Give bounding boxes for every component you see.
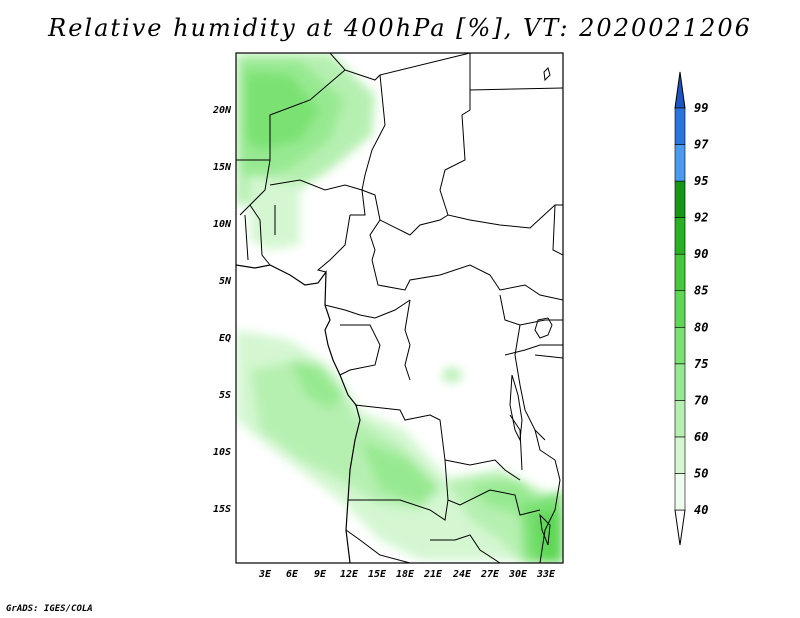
lat-tick-label: 5N	[219, 276, 232, 287]
colorbar-level-label: 97	[694, 138, 709, 152]
humidity-field	[236, 53, 563, 563]
lat-tick-label: 10S	[213, 447, 231, 458]
lat-tick-label: 15N	[213, 162, 232, 173]
colorbar-level-label: 92	[694, 211, 708, 225]
humidity-shading	[236, 53, 563, 563]
lakes	[509, 67, 553, 546]
lon-tick-label: 6E	[286, 569, 299, 580]
colorbar-segment	[674, 436, 686, 474]
colorbar-segment	[674, 290, 686, 328]
colorbar-level-label: 50	[694, 466, 708, 480]
colorbar-level-label: 95	[694, 174, 708, 188]
credit-text: GrADS: IGES/COLA	[6, 604, 93, 614]
colorbar-segment	[674, 363, 686, 401]
colorbar-level-label: 80	[694, 320, 708, 334]
lon-tick-label: 12E	[340, 569, 359, 580]
colorbar-segment	[674, 326, 686, 365]
colorbar-segment	[674, 473, 686, 511]
colorbar-level-label: 75	[694, 357, 708, 371]
colorbar-segment	[674, 400, 686, 438]
colorbar-segment	[674, 180, 686, 218]
chart-title: Relative humidity at 400hPa [%], VT: 202…	[48, 14, 752, 42]
colorbar-level-label: 60	[694, 430, 708, 444]
lat-tick-label: 20N	[212, 105, 232, 116]
colorbar-segments	[674, 107, 686, 511]
lon-tick-label: 21E	[423, 569, 443, 580]
colorbar-segment	[674, 217, 686, 255]
lat-tick-label: 10N	[213, 219, 232, 230]
colorbar-level-label: 40	[694, 503, 708, 517]
lon-tick-label: 27E	[480, 569, 500, 580]
country-borders	[236, 53, 563, 563]
lon-tick-label: 9E	[314, 569, 327, 580]
colorbar-labels: 40 50 60 70 75 80 85 90 92 95 97 99	[694, 101, 709, 517]
colorbar-level-label: 90	[694, 247, 708, 261]
lon-tick-label: 15E	[368, 569, 387, 580]
colorbar-level-label: 99	[694, 101, 708, 115]
lon-tick-label: 3E	[258, 569, 272, 580]
colorbar: 40 50 60 70 75 80 85 90 92 95 97 99	[674, 71, 709, 546]
lon-tick-label: 33E	[536, 569, 556, 580]
lat-tick-label: EQ	[219, 333, 231, 344]
latitude-tick-labels: 20N 15N 10N 5N EQ 5S 10S 15S	[212, 105, 232, 515]
colorbar-segment	[674, 107, 686, 145]
lat-tick-label: 5S	[219, 390, 231, 401]
lon-tick-label: 24E	[452, 569, 472, 580]
colorbar-top-arrow	[674, 71, 686, 109]
longitude-tick-labels: 3E 6E 9E 12E 15E 18E 21E 24E 27E 30E 33E	[258, 569, 556, 580]
map-frame	[235, 52, 564, 564]
colorbar-segment	[674, 253, 686, 292]
lon-tick-label: 30E	[508, 569, 528, 580]
colorbar-level-label: 85	[694, 284, 708, 298]
lat-tick-label: 15S	[213, 504, 231, 515]
lon-tick-label: 18E	[396, 569, 415, 580]
colorbar-bottom-arrow	[674, 509, 686, 546]
colorbar-level-label: 70	[694, 393, 708, 407]
colorbar-segment	[674, 144, 686, 182]
